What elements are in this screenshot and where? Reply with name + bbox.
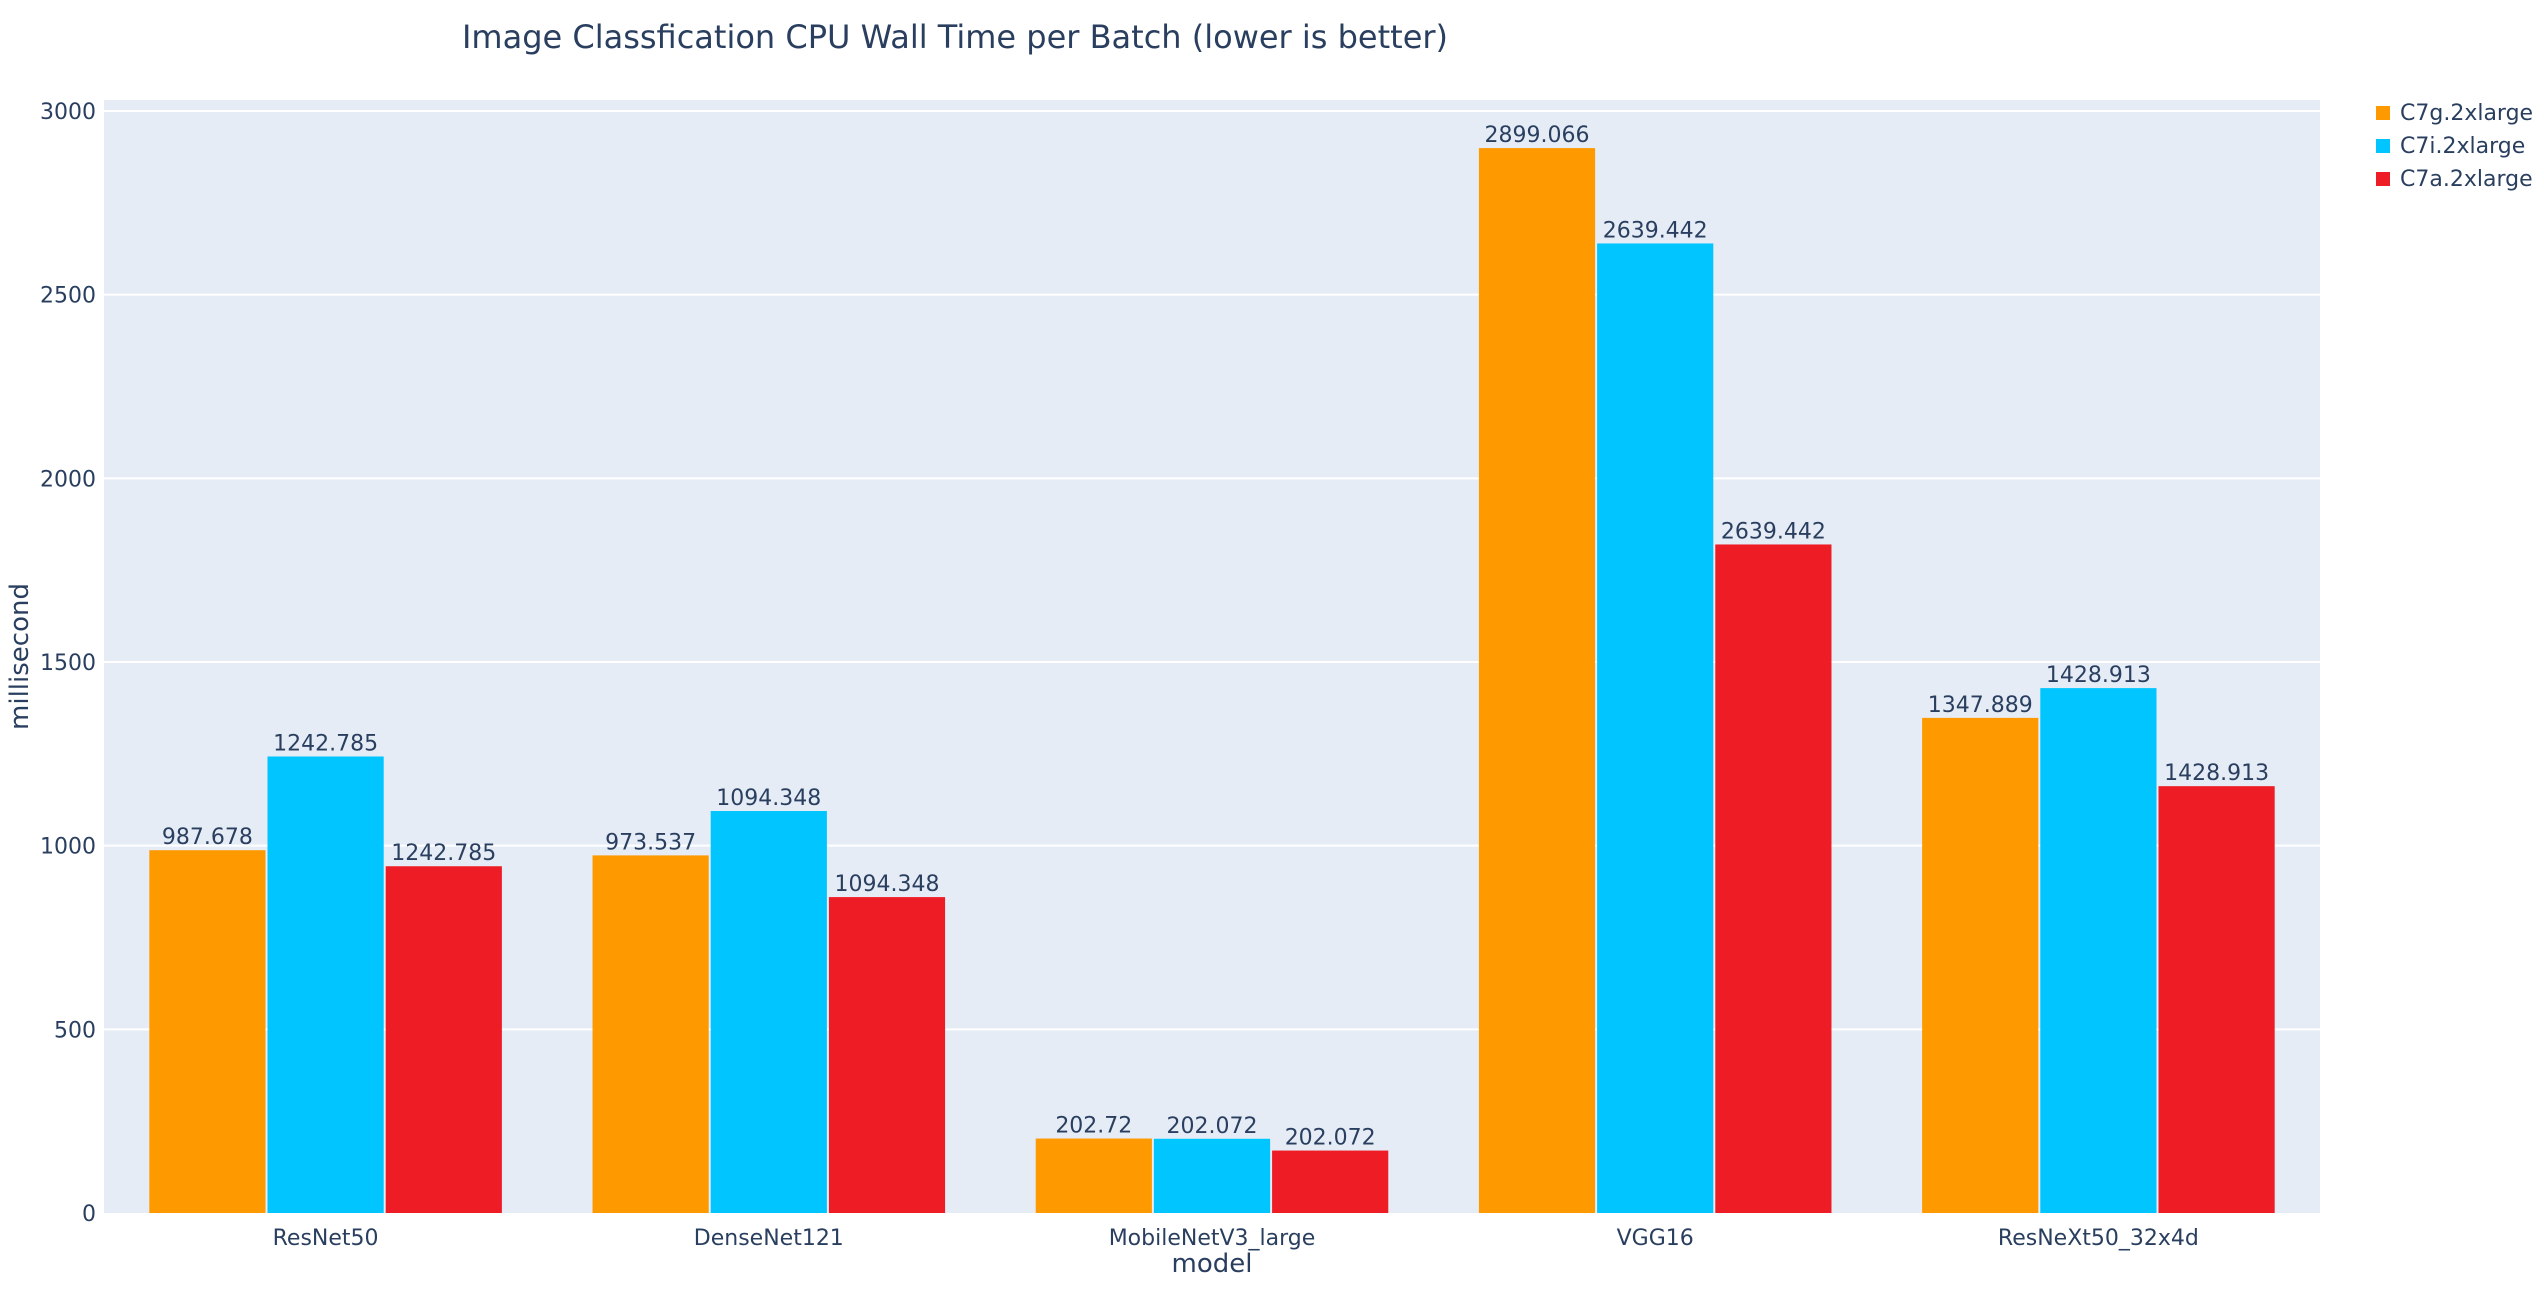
- chart-title: Image Classfication CPU Wall Time per Ba…: [462, 18, 1448, 56]
- legend-swatch: [2376, 172, 2390, 186]
- bar: [1478, 148, 1596, 1213]
- bar: [2158, 786, 2275, 1213]
- legend-label: C7g.2xlarge: [2400, 101, 2533, 126]
- bar: [1922, 717, 2039, 1213]
- bar-value-label: 2899.066: [1485, 123, 1590, 148]
- bar: [1272, 1150, 1389, 1213]
- bar: [592, 855, 709, 1213]
- x-tick-label: DenseNet121: [694, 1226, 844, 1251]
- bar-value-label: 1428.913: [2164, 761, 2269, 786]
- y-tick-label: 1000: [40, 835, 96, 860]
- x-tick-label: ResNeXt50_32x4d: [1998, 1226, 2199, 1251]
- y-tick-label: 1500: [40, 651, 96, 676]
- legend-label: C7i.2xlarge: [2400, 134, 2525, 159]
- bar-value-label: 2639.442: [1721, 519, 1826, 544]
- bar: [149, 850, 266, 1213]
- x-axis-title: model: [1172, 1249, 1253, 1279]
- bar-value-label: 1347.889: [1928, 693, 2033, 718]
- bar-value-label: 2639.442: [1603, 218, 1708, 243]
- y-tick-label: 2000: [40, 467, 96, 492]
- bar: [2040, 688, 2157, 1213]
- bar-value-label: 1242.785: [391, 841, 496, 866]
- bar-value-label: 973.537: [605, 830, 696, 855]
- legend-label: C7a.2xlarge: [2400, 167, 2533, 192]
- x-tick-label: MobileNetV3_large: [1109, 1226, 1316, 1251]
- y-tick-label: 500: [54, 1018, 96, 1043]
- bar-value-label: 1094.348: [716, 786, 821, 811]
- y-axis-title: millisecond: [5, 583, 35, 730]
- bar: [1597, 243, 1714, 1213]
- y-tick-label: 2500: [40, 284, 96, 309]
- bar: [267, 756, 384, 1213]
- y-tick-label: 0: [82, 1202, 96, 1227]
- bar: [1715, 544, 1832, 1213]
- bar-value-label: 202.72: [1055, 1114, 1132, 1139]
- bar-value-label: 987.678: [162, 825, 253, 850]
- bar: [1035, 1138, 1152, 1213]
- bar: [1153, 1138, 1271, 1213]
- legend-swatch: [2376, 106, 2390, 120]
- bar-value-label: 202.072: [1285, 1126, 1376, 1151]
- legend-swatch: [2376, 139, 2390, 153]
- x-tick-label: VGG16: [1617, 1226, 1694, 1251]
- bar: [385, 866, 502, 1213]
- bar-value-label: 1428.913: [2046, 663, 2151, 688]
- y-tick-label: 3000: [40, 100, 96, 125]
- bar: [828, 897, 946, 1213]
- bar-value-label: 202.072: [1167, 1114, 1258, 1139]
- bar-value-label: 1242.785: [273, 731, 378, 756]
- bar: [710, 811, 827, 1213]
- bar-value-label: 1094.348: [834, 872, 939, 897]
- x-tick-label: ResNet50: [273, 1226, 379, 1251]
